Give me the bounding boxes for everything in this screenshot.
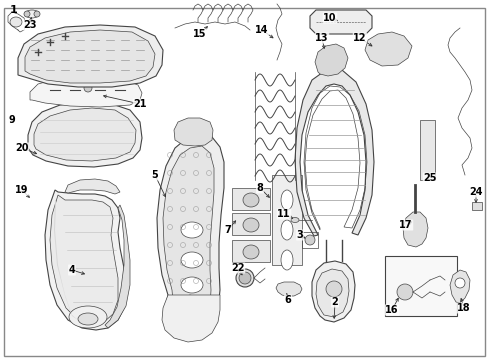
Polygon shape <box>28 102 142 167</box>
Ellipse shape <box>181 277 203 293</box>
Ellipse shape <box>25 10 39 18</box>
Text: 7: 7 <box>224 225 231 235</box>
Ellipse shape <box>78 313 98 325</box>
Text: 11: 11 <box>277 209 291 219</box>
Polygon shape <box>163 146 214 326</box>
Text: 13: 13 <box>315 33 329 43</box>
Ellipse shape <box>281 190 293 210</box>
Text: 21: 21 <box>133 99 147 109</box>
Polygon shape <box>316 269 349 317</box>
Circle shape <box>397 284 413 300</box>
Polygon shape <box>450 270 470 303</box>
Polygon shape <box>34 108 136 161</box>
Text: 10: 10 <box>323 13 337 23</box>
Text: 18: 18 <box>457 303 471 313</box>
Ellipse shape <box>281 220 293 240</box>
Text: 2: 2 <box>332 297 339 307</box>
Text: 5: 5 <box>151 170 158 180</box>
Polygon shape <box>310 10 372 34</box>
Polygon shape <box>157 135 224 334</box>
Polygon shape <box>54 200 78 320</box>
Polygon shape <box>365 32 412 66</box>
Polygon shape <box>312 261 355 322</box>
Polygon shape <box>105 205 130 328</box>
Text: 17: 17 <box>399 220 413 230</box>
Text: 16: 16 <box>385 305 399 315</box>
Bar <box>385 256 457 316</box>
Text: 14: 14 <box>255 25 269 35</box>
Ellipse shape <box>243 193 259 207</box>
Circle shape <box>326 281 342 297</box>
Text: 3: 3 <box>296 230 303 240</box>
Circle shape <box>455 278 465 288</box>
Text: 22: 22 <box>231 263 245 273</box>
Ellipse shape <box>236 269 254 287</box>
Ellipse shape <box>10 17 22 27</box>
Text: 9: 9 <box>9 115 15 125</box>
Polygon shape <box>30 76 142 107</box>
Circle shape <box>239 272 251 284</box>
Polygon shape <box>178 295 208 320</box>
Polygon shape <box>18 25 163 87</box>
Bar <box>472 202 482 210</box>
Text: 25: 25 <box>423 173 437 183</box>
Polygon shape <box>295 70 374 236</box>
Circle shape <box>34 11 40 17</box>
Bar <box>232 188 270 210</box>
Text: 15: 15 <box>193 29 207 39</box>
Polygon shape <box>25 30 155 83</box>
Text: 24: 24 <box>469 187 483 197</box>
Circle shape <box>84 84 92 92</box>
Polygon shape <box>50 195 118 324</box>
Circle shape <box>24 11 30 17</box>
Text: 6: 6 <box>285 295 292 305</box>
Bar <box>232 213 270 235</box>
Polygon shape <box>276 282 302 296</box>
Text: 20: 20 <box>15 143 29 153</box>
Ellipse shape <box>243 245 259 259</box>
Text: 19: 19 <box>15 185 29 195</box>
Ellipse shape <box>69 306 107 328</box>
Text: 23: 23 <box>23 20 37 30</box>
Polygon shape <box>45 190 126 330</box>
Ellipse shape <box>181 222 203 238</box>
Ellipse shape <box>181 252 203 268</box>
Polygon shape <box>65 179 120 194</box>
Polygon shape <box>315 44 348 76</box>
Bar <box>420 120 435 180</box>
Bar <box>272 175 302 265</box>
Polygon shape <box>403 212 428 247</box>
Ellipse shape <box>291 217 299 222</box>
Polygon shape <box>174 118 213 146</box>
Polygon shape <box>162 295 220 342</box>
Text: 1: 1 <box>10 5 18 15</box>
Circle shape <box>305 235 315 245</box>
Ellipse shape <box>281 250 293 270</box>
Text: 12: 12 <box>353 33 367 43</box>
Ellipse shape <box>243 218 259 232</box>
Bar <box>232 240 270 262</box>
Text: 8: 8 <box>257 183 264 193</box>
Bar <box>302 232 318 248</box>
Text: 4: 4 <box>69 265 75 275</box>
